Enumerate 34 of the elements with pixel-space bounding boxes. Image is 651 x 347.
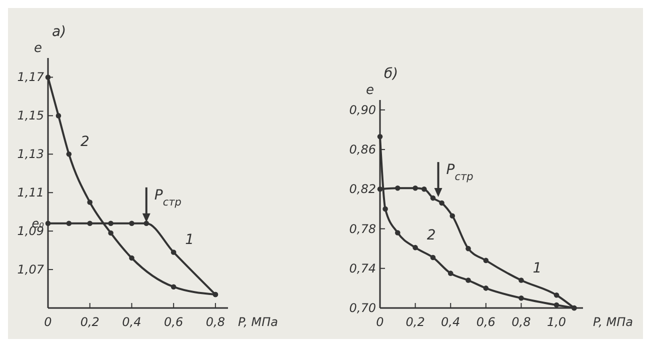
y-tick-label: 0,70 xyxy=(349,301,376,315)
x-tick-label: 0 xyxy=(44,315,52,329)
x-axis-title: P, МПа xyxy=(238,315,278,329)
x-tick-label: 1,0 xyxy=(546,315,566,329)
y-tick-label: 0,86 xyxy=(349,142,376,157)
annotation: P$_{стр}$ xyxy=(154,187,182,208)
y-tick-label: 0,82 xyxy=(349,182,376,196)
y-tick-label: 0,90 xyxy=(349,102,376,117)
x-tick-label: 0,2 xyxy=(80,315,100,329)
chart-title: а) xyxy=(52,24,66,40)
x-tick-label: 0,4 xyxy=(122,315,142,329)
y-axis-title: e xyxy=(366,83,374,98)
series-label: 2 xyxy=(426,228,436,244)
y-tick-label: 1,07 xyxy=(17,262,44,277)
x-tick-label: 0,6 xyxy=(164,315,184,329)
y-tick-label: 0,78 xyxy=(349,222,376,236)
annotation: P$_{стр}$ xyxy=(446,162,474,184)
y-tick-label: 1,17 xyxy=(17,70,44,84)
x-axis-title: P, МПа xyxy=(593,315,633,329)
x-tick-label: 0,8 xyxy=(512,315,532,329)
y-tick-label: 0,74 xyxy=(349,261,376,276)
y-axis-title: e xyxy=(34,41,42,56)
x-tick-label: 0,6 xyxy=(476,315,496,329)
y-tick-label: 1,13 xyxy=(17,147,44,162)
series-label: 1 xyxy=(185,232,194,248)
series-label: 1 xyxy=(532,260,542,276)
x-tick-label: 0 xyxy=(376,315,384,329)
chart-title: б) xyxy=(384,66,398,82)
y-tick-label: 1,11 xyxy=(17,186,44,200)
x-tick-label: 0,4 xyxy=(441,315,460,329)
x-tick-label: 0,2 xyxy=(406,315,425,329)
series-label: 2 xyxy=(80,134,90,150)
y-tick-label: 1,15 xyxy=(17,108,44,123)
x-tick-label: 0,8 xyxy=(206,315,226,329)
